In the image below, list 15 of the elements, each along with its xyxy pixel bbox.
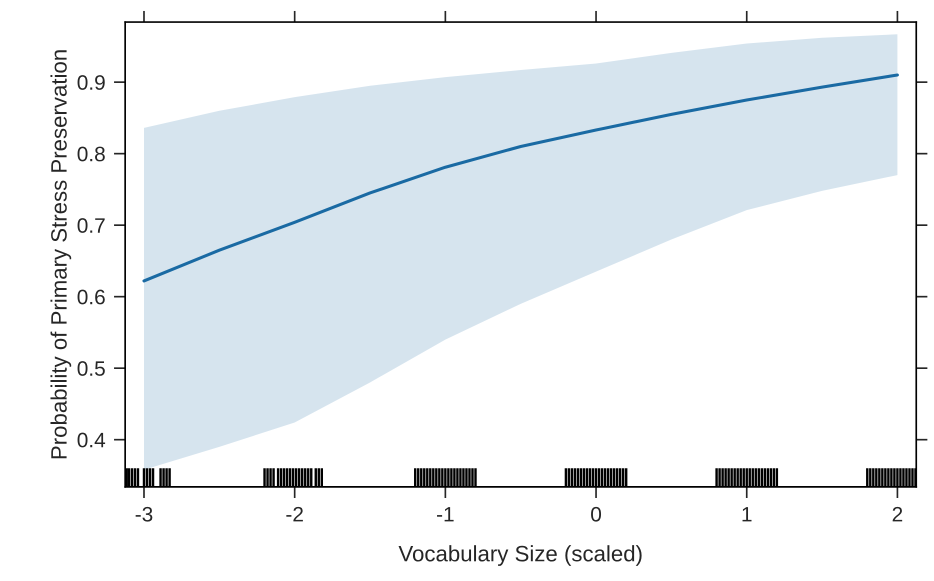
y-tick-label: 0.5 [78, 361, 105, 376]
x-tick-label: 1 [742, 507, 752, 522]
y-axis-title: Probability of Primary Stress Preservation [50, 50, 72, 458]
y-tick-label: 0.4 [78, 432, 106, 448]
y-tick-label: 0.8 [78, 146, 105, 162]
y-tick-label: 0.9 [78, 75, 105, 90]
line-series [142, 73, 899, 282]
x-axis-title: Vocabulary Size (scaled) [398, 545, 642, 566]
x-tick-label: 2 [892, 506, 902, 522]
y-tick-label: 0.6 [78, 290, 105, 304]
y-tick-label: 0.7 [78, 218, 105, 233]
x-tick-label: -1 [437, 507, 454, 522]
x-tick-label: -3 [136, 506, 152, 522]
x-tick-label: -2 [286, 506, 303, 522]
x-tick-label: 0 [591, 506, 602, 522]
